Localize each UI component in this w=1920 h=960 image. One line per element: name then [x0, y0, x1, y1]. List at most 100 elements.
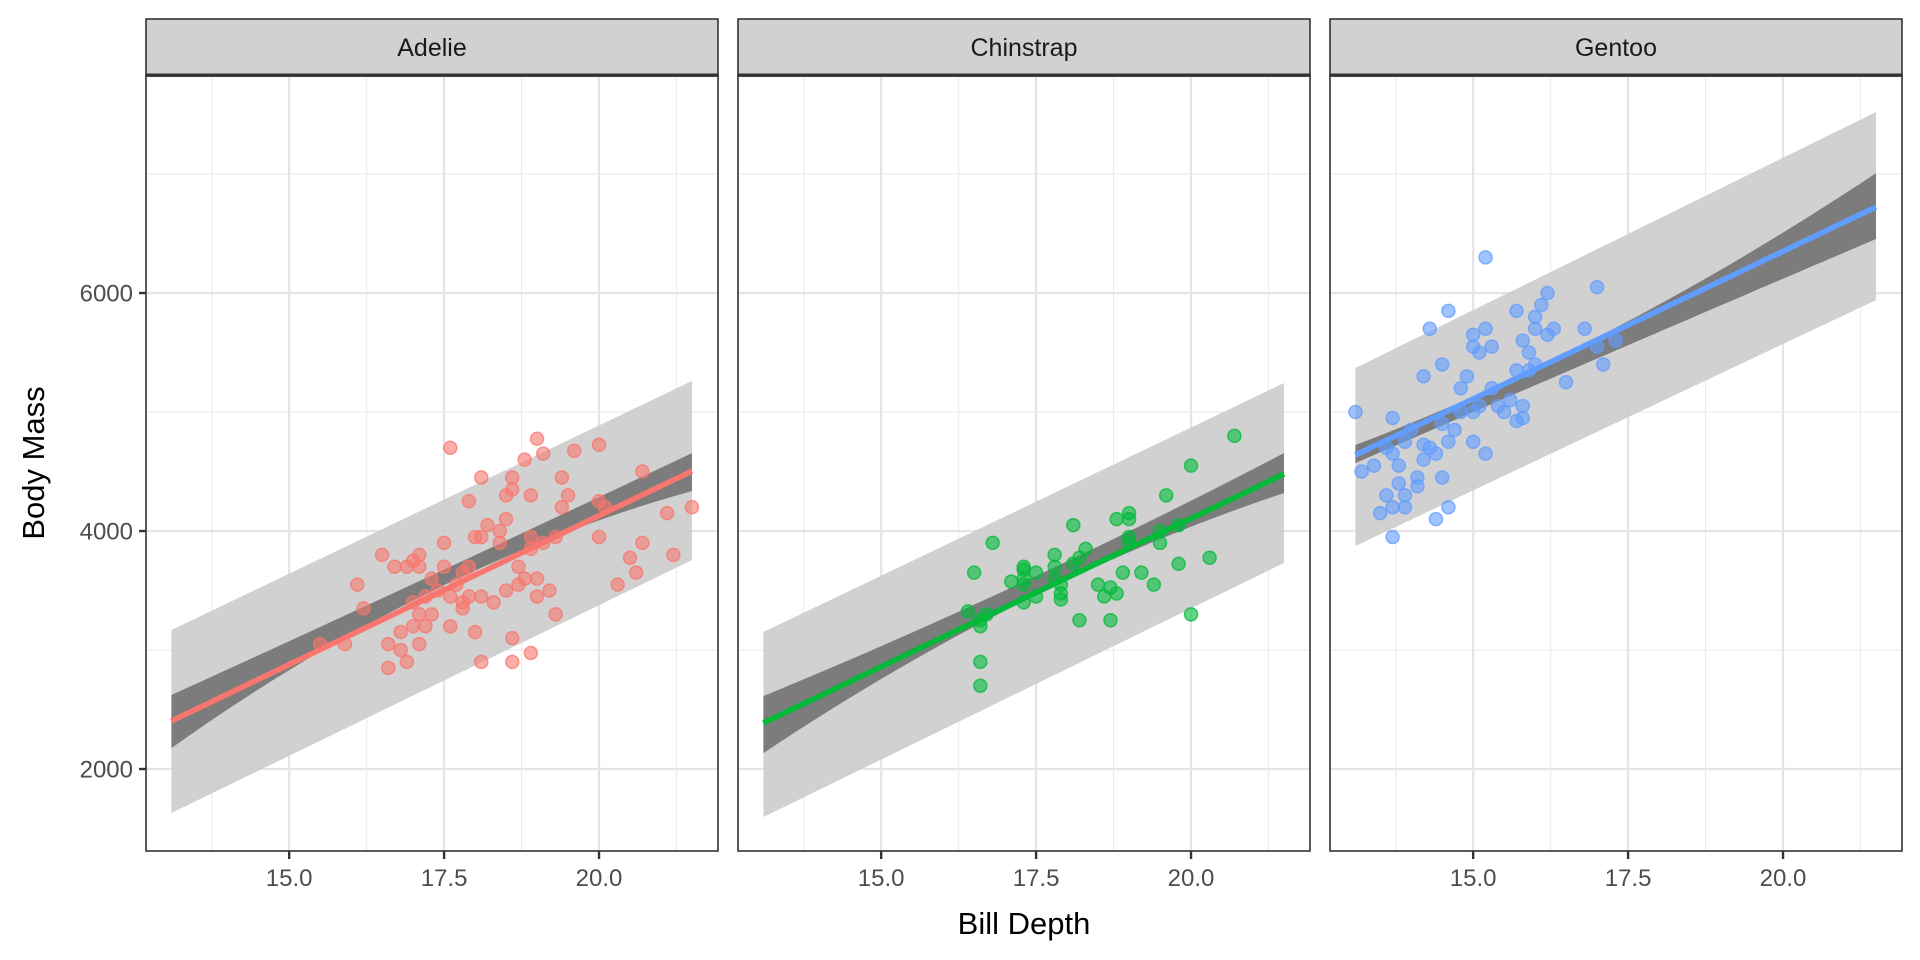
data-point — [1540, 285, 1555, 301]
data-point — [436, 559, 452, 574]
data-point — [393, 624, 408, 640]
data-point — [480, 517, 495, 533]
data-point — [1385, 410, 1400, 426]
data-point — [1478, 250, 1493, 265]
data-point — [474, 470, 489, 485]
data-point — [1385, 446, 1400, 461]
data-point — [1465, 434, 1481, 450]
data-point — [1434, 416, 1450, 432]
data-point — [1227, 428, 1242, 444]
data-point — [1115, 565, 1131, 580]
data-point — [443, 618, 458, 634]
regression-line — [1354, 204, 1878, 458]
data-point — [1379, 488, 1394, 503]
data-point — [436, 535, 452, 551]
data-point — [566, 443, 582, 458]
data-point — [1109, 586, 1124, 601]
data-point — [1202, 550, 1217, 566]
data-point — [1183, 458, 1199, 473]
data-point — [1608, 333, 1623, 348]
data-point — [1465, 327, 1481, 342]
data-point — [492, 535, 508, 551]
x-tick-label: 17.5 — [421, 865, 468, 892]
data-point — [1078, 541, 1093, 557]
data-point — [529, 589, 545, 604]
data-point — [1447, 422, 1462, 438]
data-point — [985, 535, 1000, 551]
data-point — [659, 505, 675, 521]
data-point — [635, 535, 650, 551]
data-point — [1596, 357, 1611, 372]
data-point — [492, 523, 508, 539]
data-point — [1472, 345, 1487, 360]
data-point — [1441, 499, 1456, 515]
data-point — [418, 618, 433, 634]
data-point — [1385, 499, 1400, 515]
data-point — [467, 624, 483, 640]
facet-panel-adelie: Adelie 15.0 17.5 20.0 — [145, 18, 719, 892]
data-point — [1478, 321, 1493, 336]
data-point — [1146, 577, 1162, 592]
panel-content — [762, 383, 1286, 817]
data-point — [523, 529, 539, 545]
data-point — [424, 607, 439, 622]
y-tick-label: 2000 — [80, 757, 133, 784]
y-axis-title: Body Mass — [16, 386, 51, 539]
data-point — [1546, 321, 1561, 336]
data-point — [405, 618, 421, 634]
data-point — [374, 547, 390, 563]
data-point — [505, 654, 520, 670]
data-point — [350, 577, 365, 592]
data-point — [399, 654, 415, 670]
data-point — [1028, 565, 1044, 580]
data-point — [1515, 333, 1530, 348]
data-point — [554, 470, 570, 485]
panel-content — [170, 380, 700, 814]
facet-panel-chinstrap: Chinstrap 15.0 17.5 20.0 — [737, 18, 1311, 892]
data-point — [498, 583, 514, 598]
data-point — [1158, 488, 1174, 503]
data-point — [973, 654, 988, 670]
data-point — [542, 583, 557, 598]
data-point — [505, 482, 520, 497]
data-point — [1453, 380, 1469, 396]
data-point — [381, 636, 396, 652]
data-point — [1478, 446, 1493, 461]
data-point — [474, 529, 489, 545]
data-point — [684, 499, 700, 515]
y-tick-label: 4000 — [80, 519, 133, 546]
data-point — [535, 446, 551, 461]
data-point — [1527, 321, 1543, 336]
facet-strip — [1329, 18, 1903, 77]
y-axis: 2000 4000 6000 — [80, 281, 146, 784]
data-point — [1515, 398, 1530, 414]
data-point — [1527, 309, 1543, 325]
data-point — [461, 494, 477, 509]
facet-strip — [737, 18, 1311, 77]
data-point — [548, 607, 563, 622]
x-tick-label: 17.5 — [1013, 865, 1060, 892]
data-point — [1372, 505, 1388, 521]
data-point — [1016, 577, 1031, 592]
data-point — [517, 571, 532, 586]
data-point — [1391, 458, 1407, 473]
data-point — [1366, 458, 1382, 473]
data-point — [412, 559, 427, 574]
data-point — [1434, 470, 1450, 485]
facet-strip-label: Chinstrap — [971, 34, 1078, 62]
data-point — [1434, 357, 1450, 372]
y-tick-label: 6000 — [80, 281, 133, 308]
data-point — [1428, 511, 1444, 527]
data-point — [1053, 586, 1069, 601]
data-point — [1410, 479, 1425, 494]
data-point — [622, 550, 638, 566]
data-point — [424, 571, 439, 586]
data-point — [1134, 565, 1149, 580]
data-point — [523, 645, 539, 661]
data-point — [517, 452, 532, 467]
x-tick-label: 15.0 — [858, 865, 905, 892]
data-point — [1385, 529, 1400, 545]
data-point — [1103, 613, 1118, 628]
